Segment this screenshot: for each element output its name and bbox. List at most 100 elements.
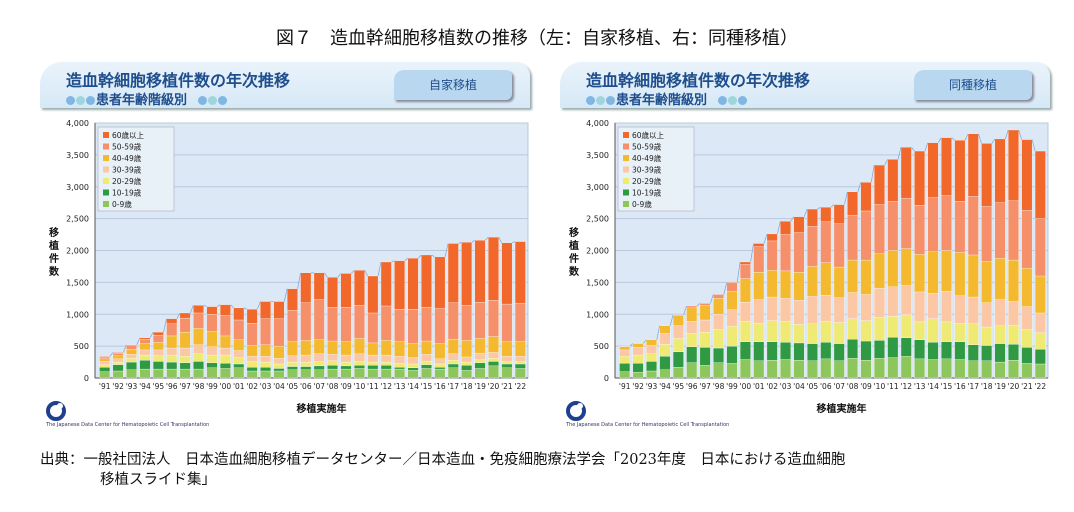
- bar-segment-10-19: [514, 363, 526, 369]
- bar-connector: [109, 352, 114, 357]
- source-line-1: 出典：一般社団法人 日本造血細胞移植データセンター／日本造血・免疫細胞療法学会「…: [40, 452, 846, 468]
- bar-segment-30-39: [380, 354, 392, 363]
- legend-label: 30-39歳: [632, 165, 662, 175]
- bar-segment-20-29: [726, 326, 738, 347]
- legend-swatch-60+: [103, 132, 109, 138]
- chart-title: 造血幹細胞移植件数の年次推移: [586, 71, 811, 90]
- bar-segment-10-19: [166, 361, 178, 370]
- bar-segment-20-29: [753, 323, 765, 342]
- bar-segment-40-49: [820, 262, 832, 296]
- bar-segment-30-39: [488, 352, 499, 359]
- bar-connector: [404, 257, 409, 261]
- bar-connector: [230, 304, 234, 309]
- bar-segment-30-39: [246, 356, 258, 362]
- x-tick-label: '92: [112, 382, 124, 391]
- x-tick-label: '02: [766, 382, 778, 391]
- bar-segment-30-39: [327, 354, 338, 361]
- bar-segment-40-49: [686, 307, 698, 322]
- bar-segment-20-29: [699, 331, 711, 348]
- bar-segment-50-59: [807, 226, 818, 267]
- bar-segment-10-19: [340, 365, 352, 370]
- dot-icon: [76, 96, 85, 105]
- bar-segment-30-39: [354, 353, 365, 362]
- y-tick-label: 0: [604, 374, 609, 383]
- bar-segment-40-49: [407, 343, 419, 358]
- legend-label: 10-19歳: [112, 188, 142, 198]
- bar-segment-60+: [753, 243, 765, 247]
- bar-segment-50-59: [434, 308, 446, 344]
- bar-segment-20-29: [219, 354, 231, 364]
- bar-segment-60+: [994, 138, 1006, 203]
- bar-segment-10-19: [847, 338, 858, 359]
- bar-segment-10-19: [474, 362, 486, 369]
- bar-segment-0-9: [421, 368, 432, 379]
- bar-segment-30-39: [941, 291, 952, 323]
- bar-segment-50-59: [994, 202, 1006, 259]
- bar-segment-60+: [179, 312, 191, 319]
- dot-icon: [727, 96, 737, 105]
- legend-label: 20-29歳: [112, 176, 142, 186]
- chart-panel-autologous: 造血幹細胞移植件数の年次推移 患者年齢階級別 自家移植 0 500 1,000 1,5…: [40, 60, 540, 430]
- bar-stack-20: [1008, 129, 1019, 379]
- bar-segment-10-19: [632, 363, 644, 373]
- bar-connector: [629, 343, 634, 347]
- bar-stack-10: [354, 270, 365, 379]
- bar-connector: [283, 288, 288, 302]
- bar-segment-20-29: [632, 354, 644, 364]
- dot-icon: [197, 96, 207, 105]
- bar-segment-30-39: [1034, 312, 1046, 333]
- bar-segment-0-9: [646, 370, 657, 379]
- bar-stack-10: [874, 164, 885, 379]
- bar-segment-20-29: [793, 324, 805, 344]
- legend-swatch-20-29: [103, 178, 109, 184]
- bar-segment-60+: [860, 182, 872, 212]
- bar-segment-0-9: [447, 367, 459, 379]
- bar-segment-20-29: [273, 363, 285, 369]
- bar-stack-11: [367, 275, 379, 379]
- bar-segment-40-49: [514, 341, 526, 357]
- bar-segment-0-9: [713, 362, 724, 379]
- bar-segment-60+: [219, 304, 231, 316]
- bar-segment-10-19: [739, 341, 751, 360]
- bar-stack-07: [833, 204, 845, 379]
- bar-segment-20-29: [434, 363, 446, 368]
- x-tick-label: '05: [287, 382, 299, 391]
- bar-segment-30-39: [273, 358, 285, 365]
- bar-segment-50-59: [407, 308, 419, 344]
- bar-segment-20-29: [313, 361, 325, 367]
- bar-segment-60+: [1021, 139, 1033, 211]
- bar-segment-20-29: [941, 321, 952, 342]
- bar-segment-40-49: [699, 305, 711, 321]
- legend-label: 60歳以上: [112, 130, 145, 140]
- bar-segment-20-29: [287, 361, 298, 367]
- bar-segment-0-9: [474, 368, 486, 379]
- bar-segment-20-29: [501, 361, 513, 365]
- bar-segment-60+: [260, 301, 271, 319]
- bar-segment-0-9: [273, 370, 285, 379]
- bar-segment-10-19: [619, 363, 631, 372]
- bar-segment-10-19: [501, 363, 513, 368]
- bar-segment-30-39: [900, 285, 912, 316]
- bar-connector: [964, 133, 969, 141]
- bar-connector: [458, 241, 462, 244]
- bar-segment-30-39: [219, 347, 231, 356]
- bar-segment-10-19: [860, 340, 872, 361]
- bar-connector: [431, 254, 435, 258]
- bar-segment-10-19: [726, 345, 738, 364]
- bar-segment-10-19: [780, 342, 791, 360]
- bar-segment-60+: [967, 133, 979, 197]
- bar-segment-30-39: [927, 293, 939, 319]
- x-tick-label: '93: [126, 382, 138, 391]
- bar-segment-50-59: [514, 303, 526, 342]
- bar-segment-50-59: [367, 312, 379, 344]
- jdchct-logo-icon: [46, 401, 66, 421]
- bar-segment-30-39: [753, 299, 765, 324]
- bar-segment-20-29: [367, 361, 379, 366]
- bar-connector: [471, 240, 476, 243]
- bar-segment-20-29: [300, 361, 312, 367]
- bar-segment-40-49: [434, 343, 446, 360]
- bar-segment-60+: [367, 275, 379, 314]
- bar-segment-30-39: [394, 356, 406, 364]
- bar-segment-20-29: [954, 323, 966, 342]
- bar-segment-0-9: [780, 359, 791, 379]
